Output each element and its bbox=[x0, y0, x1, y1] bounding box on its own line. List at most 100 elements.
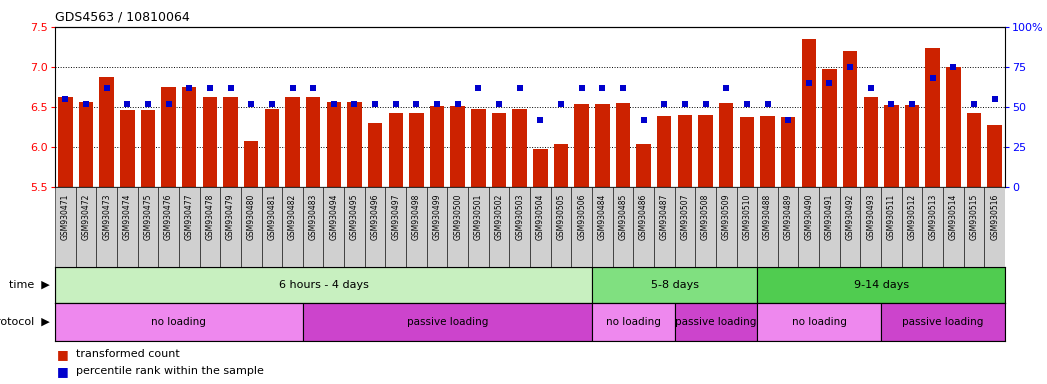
Bar bbox=[987, 126, 1002, 187]
Text: GSM930485: GSM930485 bbox=[619, 194, 627, 240]
Text: GSM930471: GSM930471 bbox=[61, 194, 70, 240]
Point bbox=[863, 85, 879, 91]
Text: ■: ■ bbox=[58, 365, 69, 378]
Point bbox=[222, 85, 239, 91]
Text: GSM930484: GSM930484 bbox=[598, 194, 607, 240]
Bar bbox=[963, 187, 984, 267]
Text: GSM930499: GSM930499 bbox=[432, 194, 442, 240]
Point bbox=[615, 85, 631, 91]
Bar bbox=[450, 106, 465, 187]
Bar bbox=[306, 98, 320, 187]
Text: GSM930489: GSM930489 bbox=[783, 194, 793, 240]
Bar bbox=[592, 267, 757, 303]
Bar bbox=[799, 187, 819, 267]
Bar bbox=[430, 106, 444, 187]
Bar bbox=[79, 102, 93, 187]
Text: GSM930506: GSM930506 bbox=[577, 194, 586, 240]
Bar bbox=[843, 51, 857, 187]
Point bbox=[945, 64, 962, 70]
Point bbox=[965, 101, 982, 107]
Point bbox=[883, 101, 899, 107]
Text: GSM930483: GSM930483 bbox=[309, 194, 317, 240]
Point bbox=[925, 75, 941, 81]
Text: time  ▶: time ▶ bbox=[9, 280, 50, 290]
Point bbox=[243, 101, 260, 107]
Point bbox=[718, 85, 735, 91]
Point bbox=[594, 85, 610, 91]
Text: GSM930500: GSM930500 bbox=[453, 194, 462, 240]
Point bbox=[821, 80, 838, 86]
Point bbox=[264, 101, 281, 107]
Text: GSM930472: GSM930472 bbox=[82, 194, 90, 240]
Point bbox=[553, 101, 570, 107]
Point bbox=[904, 101, 920, 107]
Text: GSM930510: GSM930510 bbox=[742, 194, 752, 240]
Bar bbox=[492, 113, 507, 187]
Text: passive loading: passive loading bbox=[903, 317, 984, 327]
Text: GSM930495: GSM930495 bbox=[350, 194, 359, 240]
Point bbox=[842, 64, 859, 70]
Bar bbox=[922, 187, 943, 267]
Point bbox=[408, 101, 425, 107]
Point bbox=[305, 85, 321, 91]
Bar bbox=[612, 187, 633, 267]
Text: GSM930512: GSM930512 bbox=[908, 194, 916, 240]
Bar bbox=[884, 104, 898, 187]
Text: GSM930486: GSM930486 bbox=[639, 194, 648, 240]
Text: GSM930504: GSM930504 bbox=[536, 194, 544, 240]
Point bbox=[800, 80, 817, 86]
Text: GSM930498: GSM930498 bbox=[411, 194, 421, 240]
Bar bbox=[385, 187, 406, 267]
Bar bbox=[55, 303, 303, 341]
Bar bbox=[509, 187, 530, 267]
Bar bbox=[117, 187, 137, 267]
Point bbox=[759, 101, 776, 107]
Bar bbox=[966, 113, 981, 187]
Text: GSM930492: GSM930492 bbox=[846, 194, 854, 240]
Text: GDS4563 / 10810064: GDS4563 / 10810064 bbox=[55, 10, 190, 23]
Point bbox=[98, 85, 115, 91]
Text: GSM930480: GSM930480 bbox=[247, 194, 255, 240]
Bar bbox=[946, 67, 960, 187]
Bar bbox=[364, 187, 385, 267]
Point bbox=[57, 96, 73, 102]
Text: GSM930479: GSM930479 bbox=[226, 194, 235, 240]
Bar bbox=[512, 109, 527, 187]
Bar bbox=[489, 187, 509, 267]
Bar bbox=[241, 187, 262, 267]
Text: GSM930487: GSM930487 bbox=[660, 194, 669, 240]
Bar bbox=[327, 102, 341, 187]
Bar bbox=[75, 187, 96, 267]
Text: GSM930514: GSM930514 bbox=[949, 194, 958, 240]
Point bbox=[139, 101, 156, 107]
Bar bbox=[55, 267, 592, 303]
Bar bbox=[203, 97, 217, 187]
Bar bbox=[595, 104, 609, 187]
Bar bbox=[137, 187, 158, 267]
Bar bbox=[901, 187, 922, 267]
Bar bbox=[551, 187, 572, 267]
Bar bbox=[427, 187, 447, 267]
Bar bbox=[447, 187, 468, 267]
Point bbox=[387, 101, 404, 107]
Point bbox=[780, 117, 797, 123]
Text: GSM930502: GSM930502 bbox=[494, 194, 504, 240]
Bar bbox=[158, 187, 179, 267]
Point bbox=[511, 85, 528, 91]
Bar bbox=[778, 187, 799, 267]
Text: GSM930503: GSM930503 bbox=[515, 194, 525, 240]
Bar bbox=[716, 187, 736, 267]
Bar bbox=[592, 303, 674, 341]
Bar bbox=[819, 187, 840, 267]
Bar bbox=[984, 187, 1005, 267]
Text: GSM930501: GSM930501 bbox=[474, 194, 483, 240]
Bar bbox=[55, 187, 75, 267]
Bar bbox=[223, 97, 238, 187]
Point bbox=[986, 96, 1003, 102]
Text: ■: ■ bbox=[58, 348, 69, 361]
Text: GSM930493: GSM930493 bbox=[866, 194, 875, 240]
Bar bbox=[324, 187, 344, 267]
Text: GSM930513: GSM930513 bbox=[929, 194, 937, 240]
Point bbox=[160, 101, 177, 107]
Bar bbox=[658, 116, 671, 187]
